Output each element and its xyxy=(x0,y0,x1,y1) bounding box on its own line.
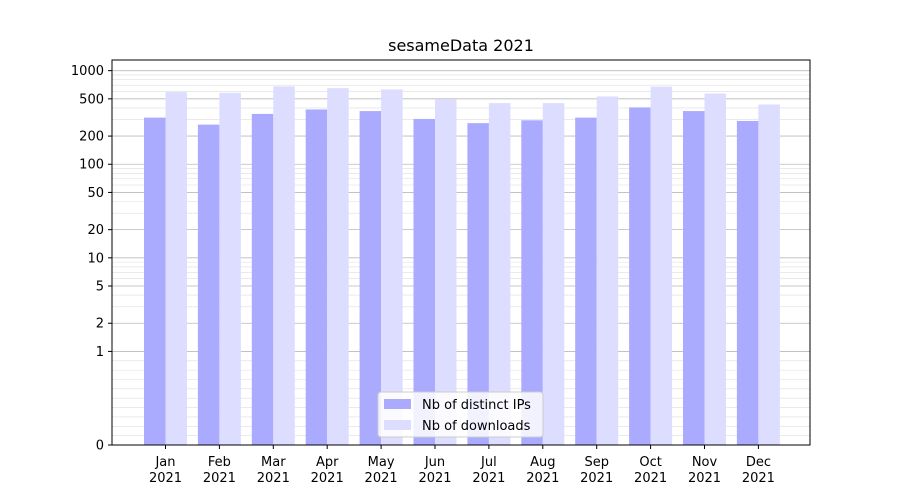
x-tick-label-month: Mar xyxy=(261,455,286,470)
x-tick-label-month: Apr xyxy=(316,455,339,470)
x-tick-label-year: 2021 xyxy=(418,471,451,486)
x-tick-label-year: 2021 xyxy=(526,471,559,486)
x-tick-label-year: 2021 xyxy=(472,471,505,486)
x-tick-label-month: Feb xyxy=(208,455,231,470)
x-tick-label-year: 2021 xyxy=(311,471,344,486)
bar-downloads xyxy=(650,86,673,446)
x-tick-label-month: Sep xyxy=(584,455,609,470)
x-tick-label-year: 2021 xyxy=(257,471,290,486)
legend-swatch xyxy=(384,420,411,430)
bar-distinct-ips xyxy=(359,111,382,445)
y-tick-label: 2 xyxy=(96,317,104,332)
x-tick-label-year: 2021 xyxy=(580,471,613,486)
legend-box xyxy=(377,391,544,438)
x-tick-label-month: Jan xyxy=(154,455,175,470)
plot-frame xyxy=(111,59,811,446)
y-tick-label: 0 xyxy=(96,439,104,454)
y-tick-label: 10 xyxy=(87,251,104,266)
y-tick-label: 200 xyxy=(79,130,104,145)
bar-downloads xyxy=(704,93,726,445)
y-tick-label: 50 xyxy=(87,186,104,201)
chart-title: sesameData 2021 xyxy=(388,36,534,55)
legend-label: Nb of downloads xyxy=(422,419,531,434)
bar-distinct-ips xyxy=(629,107,651,445)
bar-downloads xyxy=(435,99,457,446)
bar-downloads xyxy=(273,86,295,446)
x-tick-label-month: Nov xyxy=(692,455,718,470)
x-tick-label-month: Dec xyxy=(746,455,771,470)
bar-downloads xyxy=(542,103,565,445)
bar-downloads xyxy=(488,103,511,445)
x-tick-label-month: Jun xyxy=(424,455,445,470)
bar-distinct-ips xyxy=(251,113,274,446)
x-tick-label-year: 2021 xyxy=(742,471,775,486)
y-tick-label: 1000 xyxy=(71,64,104,79)
x-tick-label-year: 2021 xyxy=(688,471,721,486)
bar-distinct-ips xyxy=(736,120,759,445)
axis-layer: 01251020501002005001000Jan2021Feb2021Mar… xyxy=(71,59,811,486)
legend-label: Nb of distinct IPs xyxy=(422,398,531,413)
bar-distinct-ips xyxy=(144,117,166,445)
x-tick-label-year: 2021 xyxy=(365,471,398,486)
bar-downloads xyxy=(165,92,187,446)
bar-downloads xyxy=(327,88,349,446)
bar-distinct-ips xyxy=(683,111,705,445)
bar-downloads xyxy=(219,92,241,446)
bar-downloads xyxy=(596,96,619,446)
legend-swatch xyxy=(384,399,411,409)
x-tick-label-month: Oct xyxy=(639,455,661,470)
bar-layer xyxy=(144,86,780,446)
bar-distinct-ips xyxy=(305,109,328,445)
bar-distinct-ips xyxy=(467,123,489,446)
y-tick-label: 20 xyxy=(87,223,104,238)
y-tick-label: 100 xyxy=(79,158,104,173)
x-tick-label-year: 2021 xyxy=(149,471,182,486)
bar-downloads xyxy=(381,89,403,446)
x-tick-label-month: Jul xyxy=(480,455,497,470)
legend: Nb of distinct IPs Nb of downloads xyxy=(377,391,544,438)
x-tick-label-year: 2021 xyxy=(634,471,667,486)
bar-downloads xyxy=(758,104,780,445)
x-tick-label-year: 2021 xyxy=(203,471,236,486)
x-tick-label-month: Aug xyxy=(530,455,555,470)
bar-distinct-ips xyxy=(197,124,220,445)
y-tick-label: 500 xyxy=(79,92,104,107)
bar-distinct-ips xyxy=(575,117,597,445)
y-tick-label: 1 xyxy=(96,345,104,360)
bar-distinct-ips xyxy=(413,118,435,445)
bar-distinct-ips xyxy=(521,120,543,445)
y-tick-label: 5 xyxy=(96,280,104,295)
x-tick-label-month: May xyxy=(368,455,395,470)
